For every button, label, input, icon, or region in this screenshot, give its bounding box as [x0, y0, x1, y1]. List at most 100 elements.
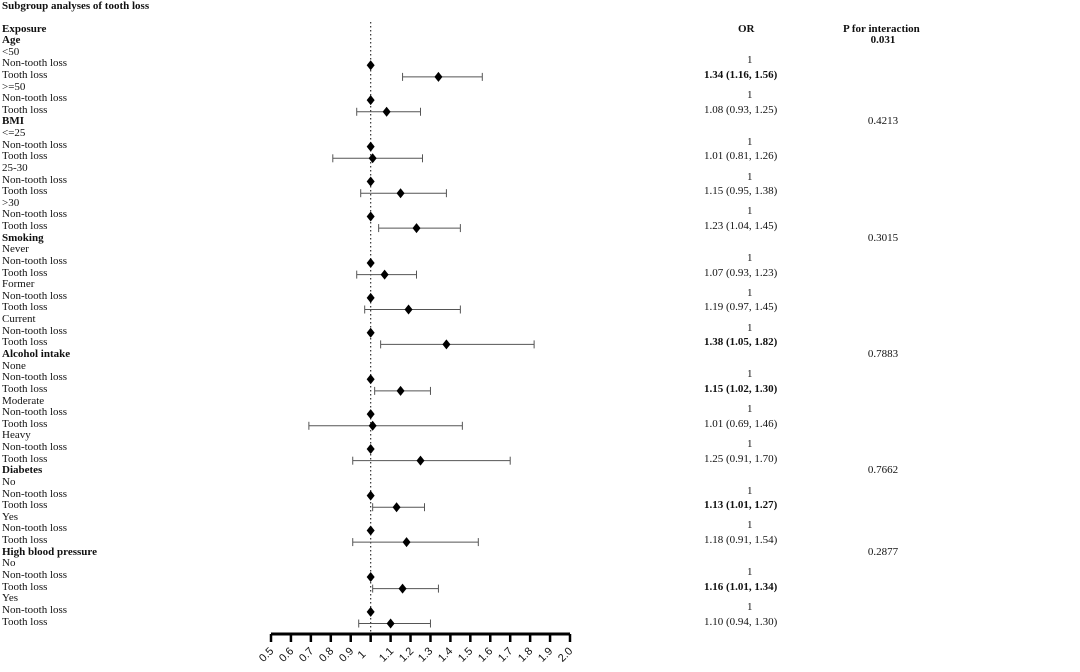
- or-value: 1.01 (0.69, 1.46): [704, 417, 778, 430]
- or-value: 1: [747, 170, 753, 183]
- or-value: 1: [747, 600, 753, 613]
- point-estimate-diamond: [434, 71, 443, 82]
- row-label: Tooth loss: [2, 266, 48, 279]
- or-value: 1.18 (0.91, 1.54): [704, 534, 778, 547]
- row-label: Tooth loss: [2, 185, 48, 198]
- or-value: 1.19 (0.97, 1.45): [704, 301, 778, 314]
- p-interaction: 0.7883: [867, 348, 899, 360]
- point-estimate-diamond: [380, 269, 389, 280]
- or-value: 1: [747, 565, 753, 578]
- row-label: Non-tooth loss: [2, 441, 68, 454]
- or-value: 1.34 (1.16, 1.56): [704, 68, 778, 81]
- point-estimate-diamond: [366, 374, 375, 385]
- p-interaction: 0.4213: [867, 115, 899, 128]
- or-value: 1: [747, 286, 753, 299]
- point-estimate-diamond: [368, 153, 377, 164]
- or-header: OR: [738, 23, 755, 35]
- point-estimate-diamond: [366, 606, 375, 617]
- point-estimate-diamond: [366, 95, 375, 106]
- row-label: No: [2, 557, 16, 570]
- group-label: Smoking: [2, 231, 44, 244]
- row-label: Non-tooth loss: [2, 522, 68, 535]
- point-estimate-diamond: [398, 583, 407, 594]
- row-label: Non-tooth loss: [2, 603, 68, 616]
- or-value: 1: [747, 519, 753, 532]
- or-value: 1: [747, 321, 753, 334]
- p-interaction: 0.031: [870, 34, 896, 46]
- point-estimate-diamond: [402, 537, 411, 548]
- row-label: Former: [2, 278, 35, 291]
- point-estimate-diamond: [412, 223, 421, 234]
- exposure-header: Exposure: [2, 23, 47, 35]
- row-label: Tooth loss: [2, 534, 48, 547]
- group-label: High blood pressure: [2, 545, 97, 558]
- or-value: 1.25 (0.91, 1.70): [704, 452, 778, 465]
- row-label: Tooth loss: [2, 580, 48, 593]
- row-label: Tooth loss: [2, 220, 48, 233]
- chart-title: Subgroup analyses of tooth loss: [2, 0, 150, 12]
- or-value: 1.38 (1.05, 1.82): [704, 336, 778, 349]
- row-label: Tooth loss: [2, 452, 48, 465]
- point-estimate-diamond: [416, 455, 425, 466]
- row-label: Tooth loss: [2, 499, 48, 512]
- point-estimate-diamond: [366, 211, 375, 222]
- or-value: 1: [747, 403, 753, 416]
- or-value: 1: [747, 135, 753, 148]
- group-label: Alcohol intake: [2, 348, 71, 360]
- row-label: Non-tooth loss: [2, 324, 68, 337]
- row-label: Tooth loss: [2, 382, 48, 395]
- point-estimate-diamond: [366, 409, 375, 420]
- point-estimate-diamond: [366, 490, 375, 501]
- point-estimate-diamond: [366, 327, 375, 338]
- row-label: 25-30: [2, 161, 28, 174]
- group-label: BMI: [2, 115, 24, 128]
- point-estimate-diamond: [366, 525, 375, 536]
- point-estimate-diamond: [368, 420, 377, 431]
- group-label: Age: [2, 34, 21, 46]
- row-label: Non-tooth loss: [2, 138, 68, 151]
- p-interaction: 0.7662: [867, 464, 899, 477]
- row-label: Never: [2, 243, 29, 256]
- or-value: 1.07 (0.93, 1.23): [704, 266, 778, 279]
- row-label: Non-tooth loss: [2, 92, 68, 105]
- point-estimate-diamond: [392, 502, 401, 513]
- point-estimate-diamond: [442, 339, 451, 350]
- point-estimate-diamond: [386, 618, 395, 629]
- or-value: 1: [747, 205, 753, 218]
- row-label: Tooth loss: [2, 103, 48, 116]
- row-label: Non-tooth loss: [2, 254, 68, 267]
- row-label: Non-tooth loss: [2, 371, 68, 384]
- row-label: Non-tooth loss: [2, 406, 68, 419]
- or-value: 1: [747, 89, 753, 102]
- row-label: Tooth loss: [2, 615, 48, 628]
- p-interaction: 0.3015: [867, 231, 899, 244]
- point-estimate-diamond: [366, 292, 375, 303]
- point-estimate-diamond: [404, 304, 413, 315]
- or-value: 1.08 (0.93, 1.25): [704, 103, 778, 116]
- row-label: Heavy: [2, 429, 31, 442]
- point-estimate-diamond: [366, 444, 375, 455]
- row-label: None: [2, 359, 26, 372]
- row-label: Tooth loss: [2, 150, 48, 163]
- row-label: Tooth loss: [2, 336, 48, 349]
- row-label: Tooth loss: [2, 68, 48, 81]
- point-estimate-diamond: [366, 60, 375, 71]
- p-interaction: 0.2877: [867, 545, 899, 558]
- or-value: 1: [747, 484, 753, 497]
- group-label: Diabetes: [2, 464, 43, 477]
- row-label: Tooth loss: [2, 417, 48, 430]
- row-label: Moderate: [2, 394, 45, 407]
- point-estimate-diamond: [366, 571, 375, 582]
- row-label: <=25: [2, 127, 26, 140]
- row-label: Current: [2, 313, 36, 326]
- or-value: 1.16 (1.01, 1.34): [704, 580, 778, 593]
- row-label: Non-tooth loss: [2, 568, 68, 581]
- row-label: Yes: [2, 510, 19, 523]
- row-label: Tooth loss: [2, 301, 48, 314]
- point-estimate-diamond: [366, 257, 375, 268]
- row-label: Non-tooth loss: [2, 173, 68, 186]
- or-value: 1: [747, 368, 753, 381]
- row-label: Non-tooth loss: [2, 57, 68, 70]
- or-value: 1.23 (1.04, 1.45): [704, 220, 778, 233]
- point-estimate-diamond: [366, 176, 375, 187]
